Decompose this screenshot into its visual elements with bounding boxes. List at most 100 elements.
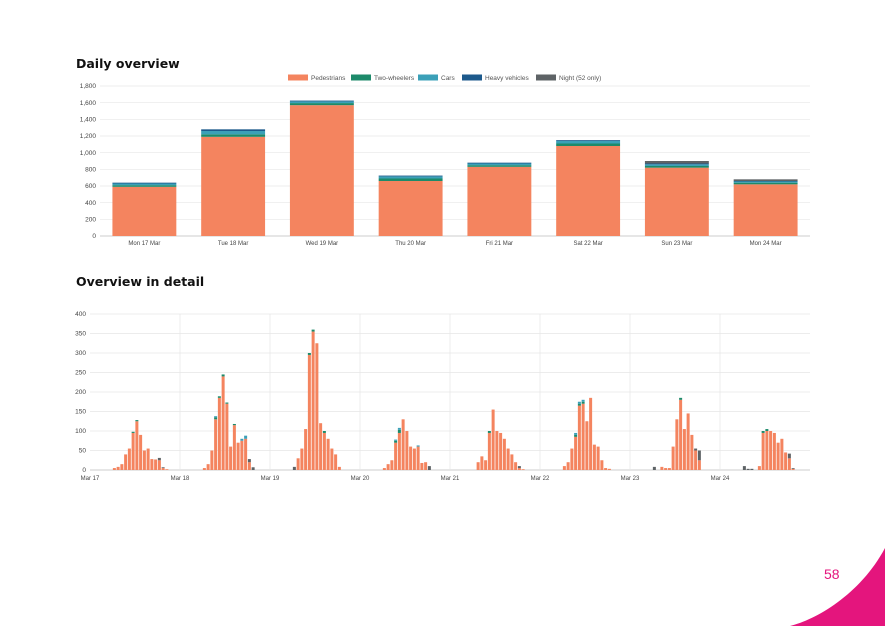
hourly-bar-pedestrians [424,462,428,470]
hourly-bar-pedestrians [581,403,585,470]
hourly-bar-two-wheelers [311,329,315,332]
hourly-bar-pedestrians [131,432,135,470]
y-tick-label: 400 [75,311,86,318]
x-tick-label: Mar 19 [261,476,280,482]
hourly-bar-two-wheelers [394,440,398,443]
x-tick-label: Mar 22 [531,476,550,482]
hourly-bar-two-wheelers [135,420,139,422]
hourly-bar-night [292,466,296,470]
bar-segment-heavy-vehicles [467,162,532,164]
hourly-bar-pedestrians [495,431,499,470]
hourly-bar-night [694,448,698,451]
hourly-bar-pedestrians [307,354,311,470]
bar-segment-night [733,179,798,181]
corner-swoosh [790,548,885,626]
hourly-bar-pedestrians [112,468,116,470]
hourly-bar-pedestrians [326,438,330,470]
hourly-bar-night [791,468,795,469]
hourly-bar-pedestrians [236,442,240,470]
hourly-bar-pedestrians [382,468,386,470]
bar-segment-night [644,161,709,164]
bar-segment-two-wheelers [733,182,798,185]
legend-label: Night (52 only) [559,75,601,82]
bar-segment-heavy-vehicles [556,140,621,141]
hourly-bar-pedestrians [409,446,413,470]
hourly-bar-pedestrians [214,419,218,470]
hourly-bar-pedestrians [566,462,570,470]
hourly-bar-pedestrians [206,464,210,470]
x-tick-label: Mar 21 [441,476,460,482]
y-tick-label: 300 [75,350,86,357]
hourly-bar-two-wheelers [577,403,581,406]
hourly-bar-night [161,467,165,469]
hourly-bar-pedestrians [124,454,128,470]
hourly-bar-pedestrians [604,468,608,470]
y-tick-label: 1,600 [80,100,97,107]
bar-segment-pedestrians [112,186,177,236]
bar-segment-pedestrians [378,181,443,236]
hourly-bar-two-wheelers [221,374,225,377]
hourly-bar-pedestrians [765,431,769,470]
hourly-bar-pedestrians [487,432,491,470]
x-tick-label: Tue 18 Mar [218,241,248,247]
legend-label: Cars [441,75,455,82]
hourly-bar-pedestrians [322,432,326,470]
hourly-bar-two-wheelers [581,401,585,404]
x-tick-label: Fri 21 Mar [486,241,513,247]
x-tick-label: Mar 17 [81,476,100,482]
hourly-bar-cars [244,435,248,439]
legend-swatch [536,74,556,81]
bar-segment-heavy-vehicles [733,181,798,182]
hourly-bar-pedestrians [679,399,683,470]
y-tick-label: 0 [92,233,96,240]
hourly-bar-pedestrians [116,466,120,470]
y-tick-label: 150 [75,409,86,416]
y-tick-label: 1,000 [80,150,97,157]
hourly-bar-pedestrians [401,419,405,470]
bar-segment-cars [467,163,532,166]
bar-segment-cars [289,101,354,104]
hourly-bar-pedestrians [791,468,795,470]
hourly-bar-pedestrians [240,440,244,470]
hourly-bar-pedestrians [210,450,214,470]
hourly-bar-pedestrians [784,452,788,470]
hourly-bar-pedestrians [394,442,398,470]
hourly-bar-pedestrians [221,376,225,470]
hourly-bar-pedestrians [690,434,694,470]
hourly-bar-pedestrians [165,469,169,470]
hourly-bar-pedestrians [300,448,304,470]
hourly-bar-pedestrians [139,434,143,470]
bar-segment-pedestrians [201,136,266,236]
hourly-bar-pedestrians [671,446,675,470]
bar-segment-cars [644,164,709,166]
hourly-bar-pedestrians [521,469,525,470]
hourly-bar-pedestrians [412,448,416,470]
hourly-bar-cars [574,432,578,435]
hourly-bar-pedestrians [330,448,334,470]
hourly-bar-pedestrians [686,413,690,470]
hourly-bar-two-wheelers [322,431,326,433]
hourly-bar-pedestrians [217,397,221,470]
hourly-bar-pedestrians [574,436,578,470]
legend-label: Pedestrians [311,75,346,82]
page-number: 58 [824,566,840,582]
hourly-bar-cars [214,416,218,418]
legend-swatch [288,74,308,81]
hourly-bar-two-wheelers [487,431,491,433]
hourly-bar-night [427,466,431,470]
hourly-bar-night [746,468,750,470]
hourly-bar-two-wheelers [397,429,401,433]
bar-segment-cars [112,183,177,186]
hourly-bar-pedestrians [315,343,319,470]
hourly-bar-pedestrians [682,429,686,470]
legend-swatch [462,74,482,81]
hourly-bar-cars [397,427,401,430]
bar-segment-pedestrians [467,166,532,236]
bar-segment-pedestrians [644,167,709,236]
hourly-bar-pedestrians [660,466,664,470]
x-tick-label: Thu 20 Mar [395,241,426,247]
bar-segment-two-wheelers [467,165,532,167]
bar-segment-heavy-vehicles [289,100,354,102]
x-tick-label: Mar 23 [621,476,640,482]
